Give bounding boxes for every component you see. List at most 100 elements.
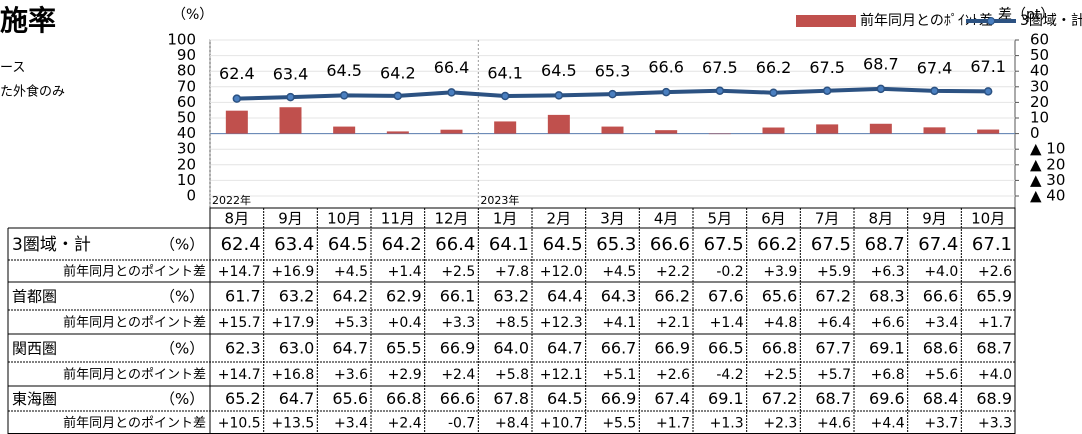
row-label: 前年同月とのポイント差 [63, 264, 206, 280]
cell: +13.5 [271, 416, 314, 432]
y2-tick-label: ▲ 20 [1030, 155, 1065, 173]
table-header: 11月 [381, 210, 415, 228]
cell: 67.2 [815, 287, 851, 306]
cell: 66.7 [601, 339, 637, 358]
point [286, 92, 295, 102]
point [608, 89, 617, 99]
cell: +14.7 [218, 367, 261, 383]
data-label: 67.4 [917, 58, 953, 77]
y2-tick-label: ▲ 10 [1030, 140, 1065, 158]
cell: 67.4 [654, 389, 690, 408]
cell: 64.7 [279, 389, 315, 408]
cell: +17.9 [271, 315, 314, 331]
y-tick-label: 30 [177, 140, 196, 158]
y-tick-label: 80 [177, 62, 196, 80]
cell: +2.4 [388, 416, 422, 432]
cell: 66.5 [708, 339, 744, 358]
cell: +1.4 [388, 264, 422, 280]
cell: +2.3 [763, 416, 797, 432]
point [554, 91, 564, 100]
cell: +4.6 [817, 416, 851, 432]
y-tick-label: 70 [177, 77, 196, 95]
cell: +3.6 [334, 367, 368, 383]
cell: +2.6 [656, 367, 690, 383]
cell: 69.1 [869, 339, 905, 358]
cell: 65.2 [225, 389, 261, 408]
point [769, 88, 778, 97]
cell: +14.7 [218, 264, 261, 280]
cell: +6.6 [871, 315, 905, 331]
cell: 64.7 [332, 339, 368, 358]
cell: 65.9 [976, 287, 1012, 306]
table-header: 9月 [278, 210, 303, 228]
y2-tick-label: 60 [1030, 31, 1049, 49]
legend-swatch [796, 15, 856, 27]
cell: +2.5 [763, 367, 797, 383]
cell: 64.2 [332, 287, 368, 306]
point [500, 91, 510, 101]
cell: 68.7 [865, 234, 905, 255]
bar [601, 126, 624, 134]
cell: +4.0 [924, 264, 958, 280]
bar [869, 123, 892, 134]
cell: -0.7 [448, 416, 475, 432]
cell: 66.4 [435, 234, 475, 255]
bar [333, 126, 356, 134]
cell: 64.4 [547, 287, 583, 306]
bar [225, 110, 248, 134]
data-label: 64.1 [487, 64, 523, 83]
cell: +2.6 [978, 264, 1012, 280]
cell: 64.5 [328, 234, 368, 255]
point [232, 94, 242, 103]
cell: 67.8 [493, 389, 529, 408]
cell: 64.7 [547, 339, 583, 358]
bar [494, 121, 517, 134]
y-tick-label: 10 [177, 171, 196, 189]
cell: 63.2 [279, 287, 315, 306]
row-unit: （%） [160, 236, 204, 254]
cell: 67.5 [704, 234, 744, 255]
y-tick-label: 60 [177, 93, 196, 111]
y-tick-label: 0 [186, 187, 196, 205]
cell: 65.3 [596, 234, 636, 255]
table-header: 7月 [815, 210, 840, 228]
y-tick-label: 100 [167, 31, 196, 49]
cell: 65.6 [762, 287, 798, 306]
cell: +4.5 [602, 264, 636, 280]
cell: +3.7 [924, 416, 958, 432]
data-label: 64.5 [326, 61, 362, 80]
bar [762, 127, 785, 134]
point [339, 91, 349, 100]
cell: +2.2 [656, 264, 690, 280]
table-header: 2月 [547, 210, 572, 228]
cell: +12.1 [540, 367, 583, 383]
point [661, 87, 671, 97]
data-label: 68.7 [863, 54, 899, 73]
y2-tick-label: 10 [1030, 109, 1049, 127]
table-header: 6月 [761, 210, 786, 228]
cell: +5.5 [602, 416, 636, 432]
year-label: 2023年 [480, 193, 519, 207]
cell: 68.6 [923, 339, 959, 358]
cell: +2.9 [388, 367, 422, 383]
page-title: 施率 [0, 4, 56, 37]
data-label: 66.2 [756, 58, 792, 77]
table-header: 3月 [600, 210, 625, 228]
cell: 66.6 [923, 287, 959, 306]
cell: +6.4 [817, 315, 851, 331]
cell: 62.4 [221, 234, 261, 255]
bar [547, 114, 570, 134]
cell: +6.3 [871, 264, 905, 280]
cell: +4.1 [602, 315, 636, 331]
point [822, 86, 832, 95]
data-label: 65.3 [595, 62, 631, 81]
y-tick-label: 20 [177, 155, 196, 173]
cell: 67.1 [972, 234, 1012, 255]
point [930, 86, 939, 96]
y2-tick-label: ▲ 30 [1030, 171, 1065, 189]
cell: +1.4 [710, 315, 744, 331]
cell: +16.9 [271, 264, 314, 280]
cell: 67.6 [708, 287, 744, 306]
cell: +12.0 [540, 264, 583, 280]
